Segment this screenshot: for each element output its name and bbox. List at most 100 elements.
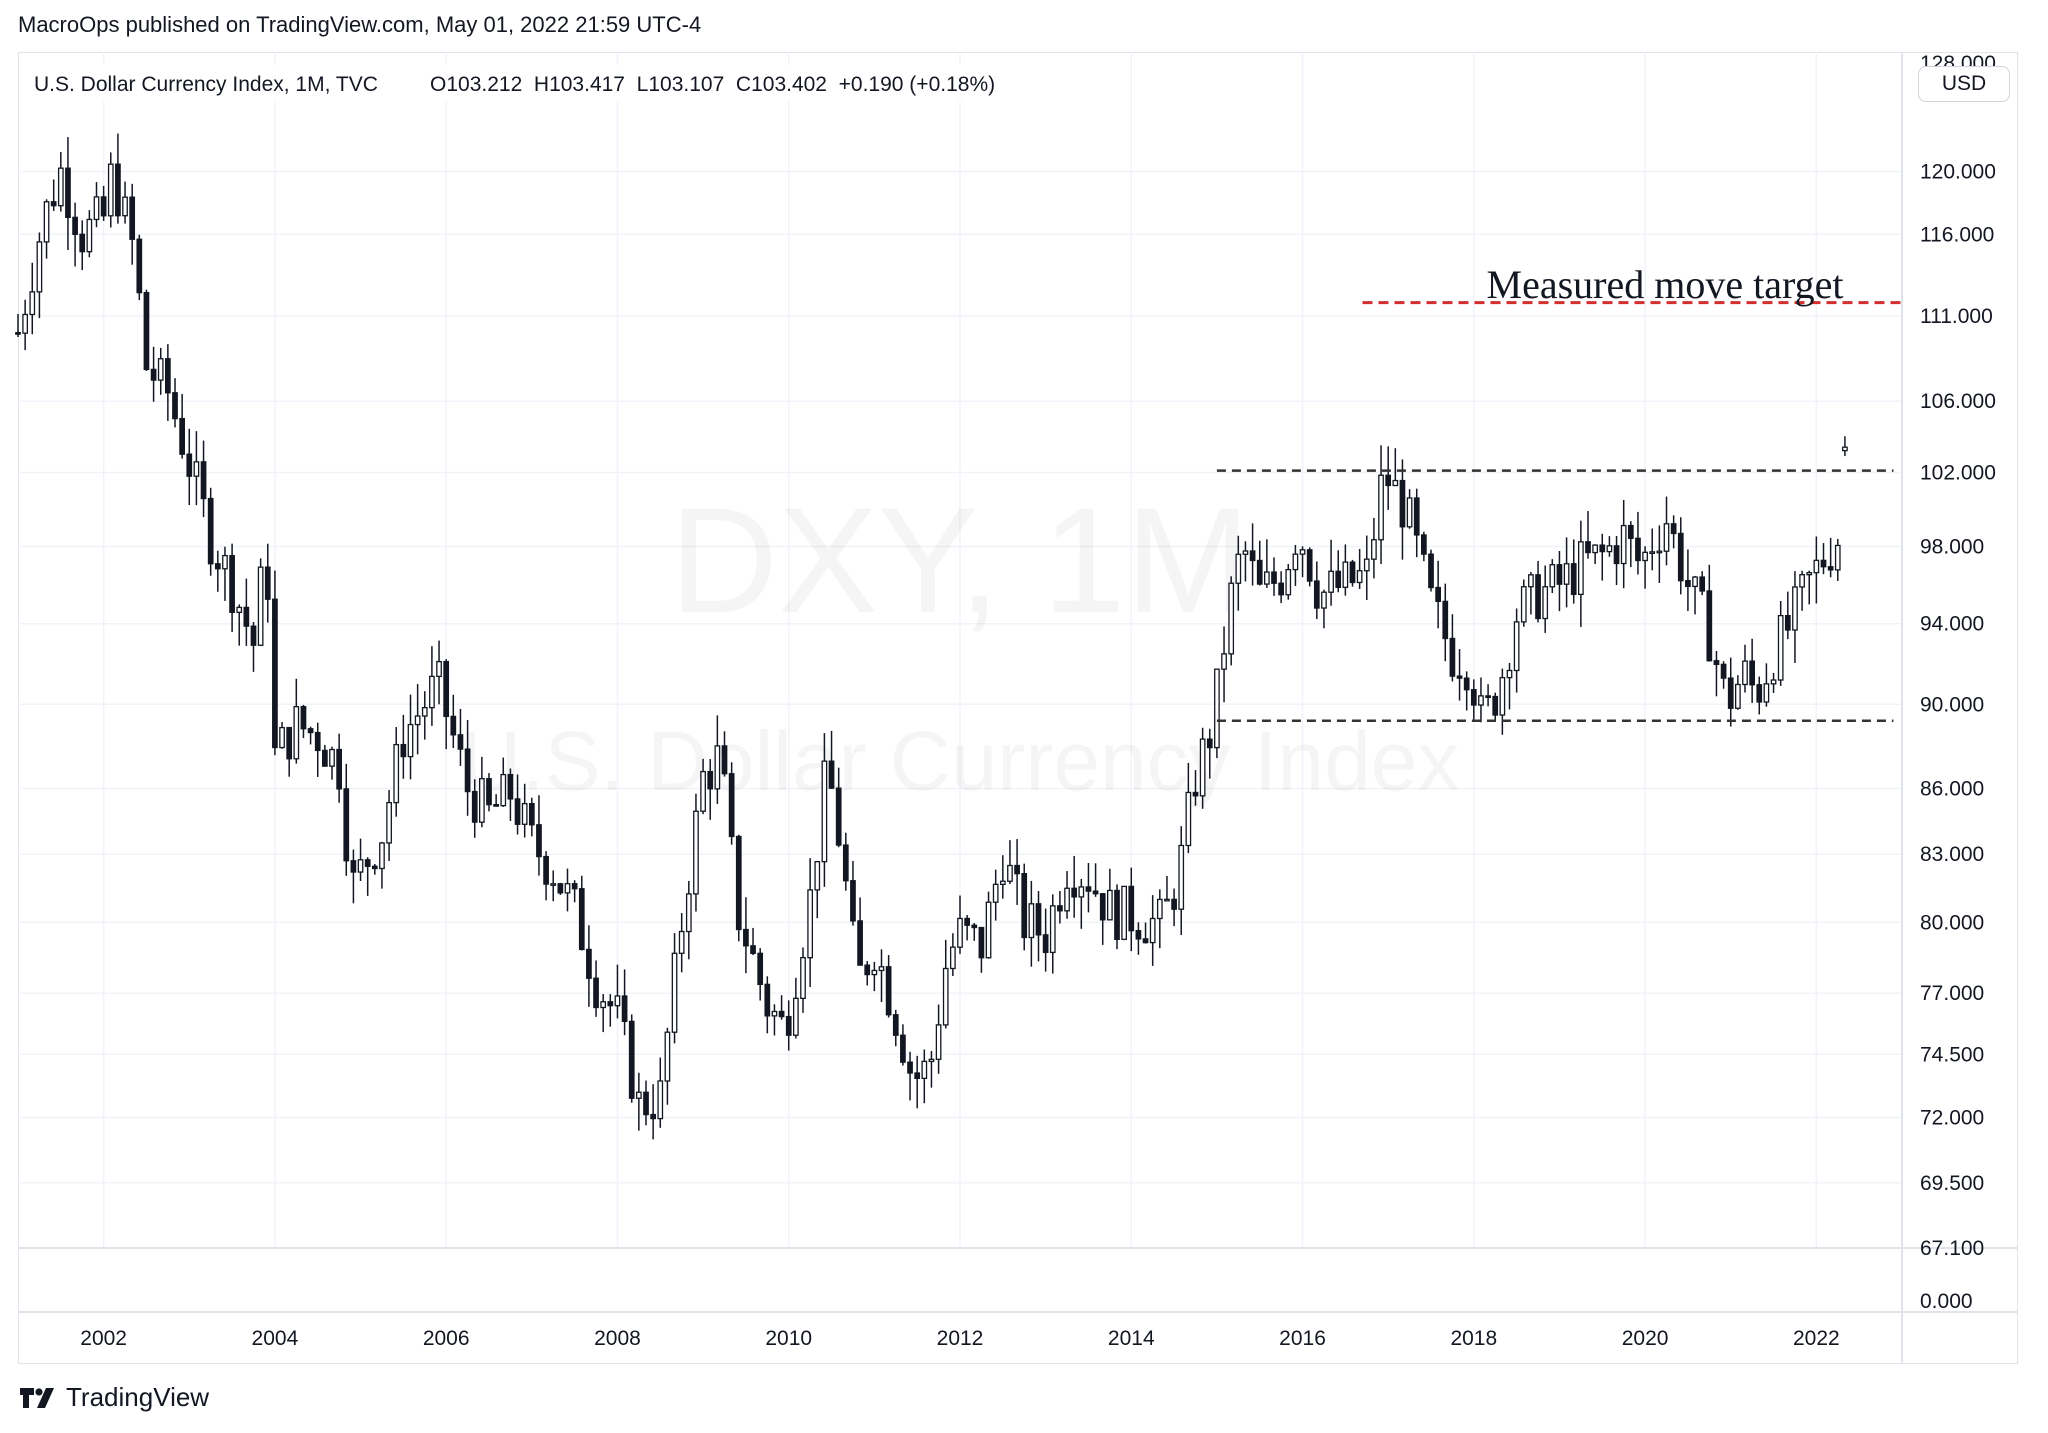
candle-down xyxy=(1756,684,1763,703)
candle-down xyxy=(1171,898,1177,910)
candle-down xyxy=(143,291,150,371)
currency-button[interactable]: USD xyxy=(1918,66,2010,102)
candle-down xyxy=(1599,544,1606,553)
candle-up xyxy=(700,770,706,812)
candle-down xyxy=(536,824,542,858)
candle-down xyxy=(1413,497,1420,536)
candle-up xyxy=(157,358,164,381)
x-tick-label: 2008 xyxy=(594,1327,641,1350)
candle-down xyxy=(136,238,143,294)
candle-down xyxy=(1635,537,1641,562)
time-axis-labels: 2002 2004 2006 2008 2010 2012 2014 2016 2018 2020… xyxy=(80,1327,1839,1350)
candle-up xyxy=(636,1091,642,1099)
candle-up xyxy=(329,748,335,767)
candle-down xyxy=(1570,563,1577,596)
x-tick-label: 2002 xyxy=(80,1327,127,1350)
candle-down xyxy=(129,196,136,240)
candle-down xyxy=(1249,550,1256,562)
candle-down xyxy=(828,760,835,789)
candle-down xyxy=(621,995,628,1023)
candle-down xyxy=(1485,695,1491,699)
candle-down xyxy=(571,883,578,890)
candle-up xyxy=(1007,864,1013,882)
candle-up xyxy=(999,880,1006,886)
candle-up xyxy=(22,313,28,334)
candle-up xyxy=(1592,544,1598,554)
tradingview-brand[interactable]: TradingView xyxy=(20,1382,209,1413)
y-tick-label: 102.000 xyxy=(1920,461,1996,484)
candle-down xyxy=(964,917,970,926)
candle-up xyxy=(871,969,878,976)
candle-down xyxy=(15,331,21,335)
legend-symbol[interactable]: U.S. Dollar Currency Index, 1M, TVC xyxy=(34,73,378,96)
candle-down xyxy=(1449,637,1456,677)
candle-up xyxy=(1499,676,1506,716)
candle-up xyxy=(1214,668,1220,749)
candle-down xyxy=(1092,890,1099,895)
y-tick-label: 74.500 xyxy=(1920,1043,1984,1066)
candle-down xyxy=(172,392,178,420)
candle-down xyxy=(1442,600,1449,640)
y-tick-label: 111.000 xyxy=(1920,305,1993,328)
candle-down xyxy=(1142,938,1149,944)
candle-up xyxy=(921,1060,928,1080)
legend-ohlc: O103.212 H103.417 L103.107 C103.402 +0.1… xyxy=(430,73,995,96)
x-tick-label: 2006 xyxy=(423,1327,470,1350)
candle-up xyxy=(279,726,285,749)
candle-down xyxy=(1535,574,1541,620)
candle-up xyxy=(1663,523,1670,552)
legend-backdrop xyxy=(26,64,1066,102)
candle-up xyxy=(685,893,692,933)
candle-down xyxy=(350,860,357,873)
candle-up xyxy=(1299,549,1306,555)
y-tick-label: 120.000 xyxy=(1920,161,1996,184)
candle-up xyxy=(57,167,64,207)
candle-down xyxy=(971,924,978,929)
tradingview-logo-icon xyxy=(20,1387,54,1408)
candle-down xyxy=(1206,738,1213,749)
candle-up xyxy=(1235,553,1242,584)
candle-down xyxy=(264,566,271,600)
candle-down xyxy=(885,966,892,1016)
x-tick-label: 2020 xyxy=(1622,1327,1669,1350)
candle-up xyxy=(928,1058,935,1063)
candle-up xyxy=(992,883,999,903)
measured-move-target-label: Measured move target xyxy=(1487,262,1844,307)
y-tick-label: 67.100 xyxy=(1920,1237,1984,1260)
candle-up xyxy=(1228,582,1235,655)
candle-up xyxy=(814,861,821,891)
annotations xyxy=(1216,301,1902,723)
candle-down xyxy=(764,983,771,1017)
candle-down xyxy=(336,748,342,790)
candle-down xyxy=(607,1001,614,1007)
candle-up xyxy=(1292,553,1299,571)
candle-up xyxy=(393,743,400,804)
candle-down xyxy=(400,743,407,758)
candle-up xyxy=(1285,568,1292,596)
candle-up xyxy=(1321,591,1327,609)
published-by-text: MacroOps published on TradingView.com, M… xyxy=(18,12,702,37)
candle-down xyxy=(1271,571,1277,584)
candle-down xyxy=(314,731,321,752)
candle-down xyxy=(300,706,307,730)
candle-up xyxy=(357,859,364,873)
price-axis-labels: 120.000 116.000 111.000 106.000 102.000 98.00… xyxy=(1920,161,1996,1260)
candle-up xyxy=(942,967,949,1026)
y-tick-label: 86.000 xyxy=(1920,777,1984,800)
candle-up xyxy=(436,660,442,678)
candle-down xyxy=(364,859,371,867)
candle-up xyxy=(985,901,992,959)
candle-up xyxy=(293,706,300,760)
candle-down xyxy=(243,606,250,627)
candle-down xyxy=(1306,549,1313,582)
candle-down xyxy=(1042,934,1049,954)
candle-down xyxy=(857,920,863,966)
candle-down xyxy=(1335,570,1342,588)
candle-down xyxy=(450,715,457,736)
candle-up xyxy=(878,966,885,972)
candle-down xyxy=(778,1010,785,1018)
candle-down xyxy=(65,167,71,219)
y-tick-label: 90.000 xyxy=(1920,693,1984,716)
candle-up xyxy=(479,778,485,823)
